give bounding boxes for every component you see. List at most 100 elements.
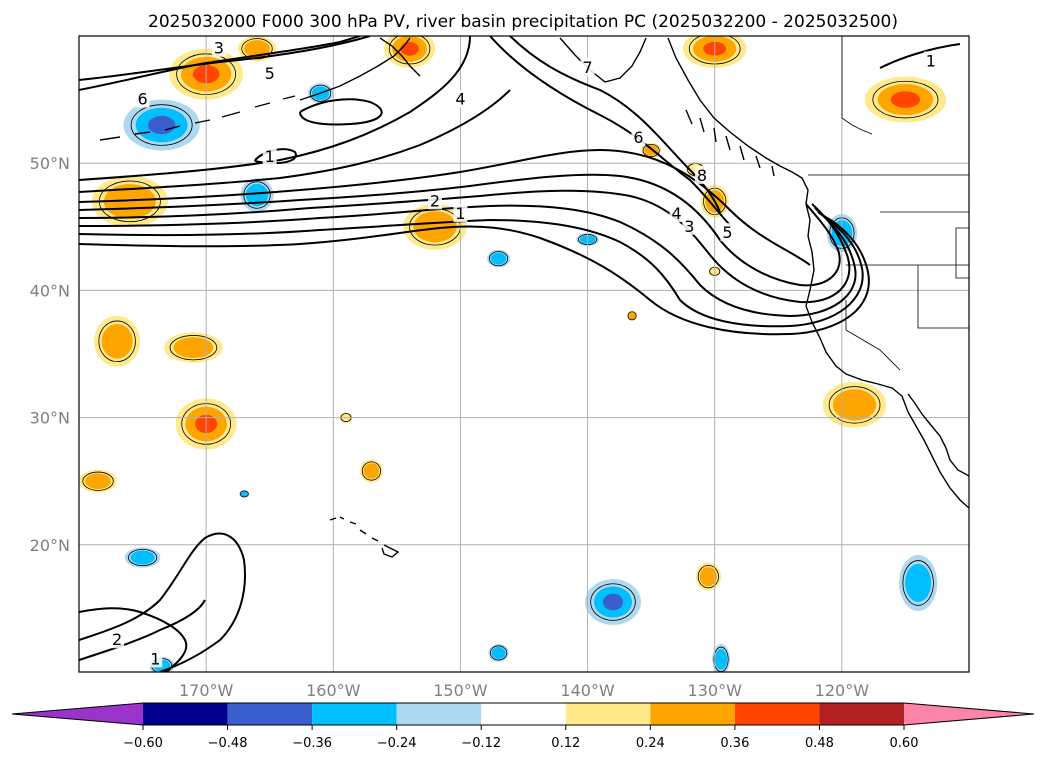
pv-contour-4 <box>79 36 471 181</box>
pv-contour-ne-1 <box>879 43 961 69</box>
contour-label-bg <box>428 191 442 210</box>
precip-blob-level <box>245 183 269 207</box>
contour-label-bg <box>262 64 277 83</box>
contour-label-bg <box>923 51 938 70</box>
contour-label-bg <box>453 89 468 108</box>
precip-blob <box>164 332 223 363</box>
pv-contour-main-3 <box>79 189 851 304</box>
lon-axis-labels: 170°W 160°W 150°W 140°W 130°W 120°W <box>179 681 869 700</box>
political-borders <box>808 36 969 371</box>
precip-blob-outline <box>490 645 508 661</box>
precip-blob-outline <box>361 461 381 481</box>
colorbar-tick-label: −0.24 <box>377 736 417 751</box>
contour-label: 6 <box>137 90 147 109</box>
precip-blob-level <box>363 463 380 479</box>
precip-blob-level <box>832 389 877 421</box>
precip-blob <box>899 554 938 611</box>
precip-blob <box>239 490 250 498</box>
precip-blob-outline <box>627 311 637 321</box>
contour-label-bg <box>720 223 735 242</box>
alexander-archipelago <box>685 109 775 177</box>
precip-blob <box>487 249 511 268</box>
map-frame <box>78 35 970 673</box>
precip-blob-outline <box>310 84 332 102</box>
colorbar-segment <box>650 703 735 725</box>
coastline-alaska <box>299 37 809 205</box>
lat-tick-label: 50°N <box>30 154 70 173</box>
precip-blob-outline <box>98 320 136 363</box>
colorbar-tick-label: 0.60 <box>890 736 919 751</box>
precip-blob-outline <box>82 471 114 491</box>
colorbar-segment <box>481 703 566 725</box>
lat-tick-label: 30°N <box>30 409 70 428</box>
precip-blob-level <box>85 473 112 489</box>
contour-label: 6 <box>633 128 643 147</box>
chart-title: 2025032000 F000 300 hPa PV, river basin … <box>148 12 898 32</box>
colorbar-tick-label: −0.48 <box>208 736 248 751</box>
precip-blob <box>488 644 509 662</box>
precip-blob <box>695 562 722 591</box>
precip-blob-level <box>644 145 659 156</box>
precip-blob-level <box>890 91 921 108</box>
lon-tick-label: 120°W <box>815 681 870 700</box>
precip-blob-outline <box>169 335 218 361</box>
pv-contour-5-west <box>79 36 371 81</box>
contour-label-bg <box>682 216 697 235</box>
precip-blob <box>237 36 277 62</box>
lon-tick-label: 160°W <box>306 681 361 700</box>
contour-label-bg <box>453 204 468 223</box>
colorbar-segment <box>819 703 904 725</box>
lat-tick-label: 40°N <box>30 281 70 300</box>
contour-label: 1 <box>265 147 275 166</box>
precip-blob-level <box>244 40 270 58</box>
colorbar-tick-label: 0.24 <box>636 736 665 751</box>
coastlines <box>99 36 969 558</box>
contour-label: 1 <box>926 51 936 70</box>
precip-blob-outline <box>642 143 660 157</box>
pv-contour-south-outer <box>79 599 206 661</box>
precip-blob-outline <box>127 548 158 567</box>
precip-blob-outline <box>872 80 939 119</box>
colorbar-segments <box>11 702 1035 726</box>
contour-label: 7 <box>582 58 592 77</box>
precip-blob-level <box>715 648 728 670</box>
precip-blob-outline <box>590 583 636 621</box>
colorbar-tick-labels: −0.60 −0.48 −0.36 −0.24 −0.12 0.12 0.24 0.36 0.4… <box>123 725 918 751</box>
coastline-mexico <box>907 393 969 477</box>
precip-blob-level <box>173 337 214 359</box>
precip-blob <box>864 76 947 123</box>
pv-contour-5-main <box>79 89 511 193</box>
coastline-pacific-northwest <box>805 203 969 509</box>
contour-label-bg <box>631 127 646 146</box>
colorbar-segment <box>227 703 313 725</box>
precip-blob <box>123 99 200 151</box>
contour-label-bg <box>695 165 709 184</box>
precip-blob-level <box>905 563 932 602</box>
precip-blob-level <box>490 252 507 265</box>
colorbar-tick-label: 0.48 <box>805 736 834 751</box>
contour-label: 5 <box>722 223 732 242</box>
precip-blob-level <box>628 312 636 320</box>
precip-blob <box>822 381 887 428</box>
colorbar: −0.60 −0.48 −0.36 −0.24 −0.12 0.12 0.24 0.36 0.4… <box>11 702 1035 751</box>
pv-contour-north-4 <box>299 98 383 126</box>
contour-label: 2 <box>430 191 440 210</box>
colorbar-extend-high <box>904 703 1034 725</box>
pv-contour-main-6 <box>79 215 870 336</box>
colorbar-segment <box>734 703 820 725</box>
contour-label-bg <box>669 204 684 223</box>
lon-tick-label: 130°W <box>688 681 743 700</box>
contour-label-bg <box>262 146 277 165</box>
precip-blob-outline <box>902 560 934 606</box>
contour-label: 3 <box>684 217 694 236</box>
precip-blob-level <box>147 115 176 135</box>
colorbar-segment <box>312 703 397 725</box>
precip-blob <box>403 203 467 250</box>
precip-blob-outline <box>697 565 719 589</box>
colorbar-tick-label: −0.60 <box>123 736 163 751</box>
precip-blob <box>79 469 118 493</box>
colorbar-segment <box>396 703 482 725</box>
precip-blob-outline <box>239 490 249 498</box>
precip-blob-outline <box>130 104 193 146</box>
